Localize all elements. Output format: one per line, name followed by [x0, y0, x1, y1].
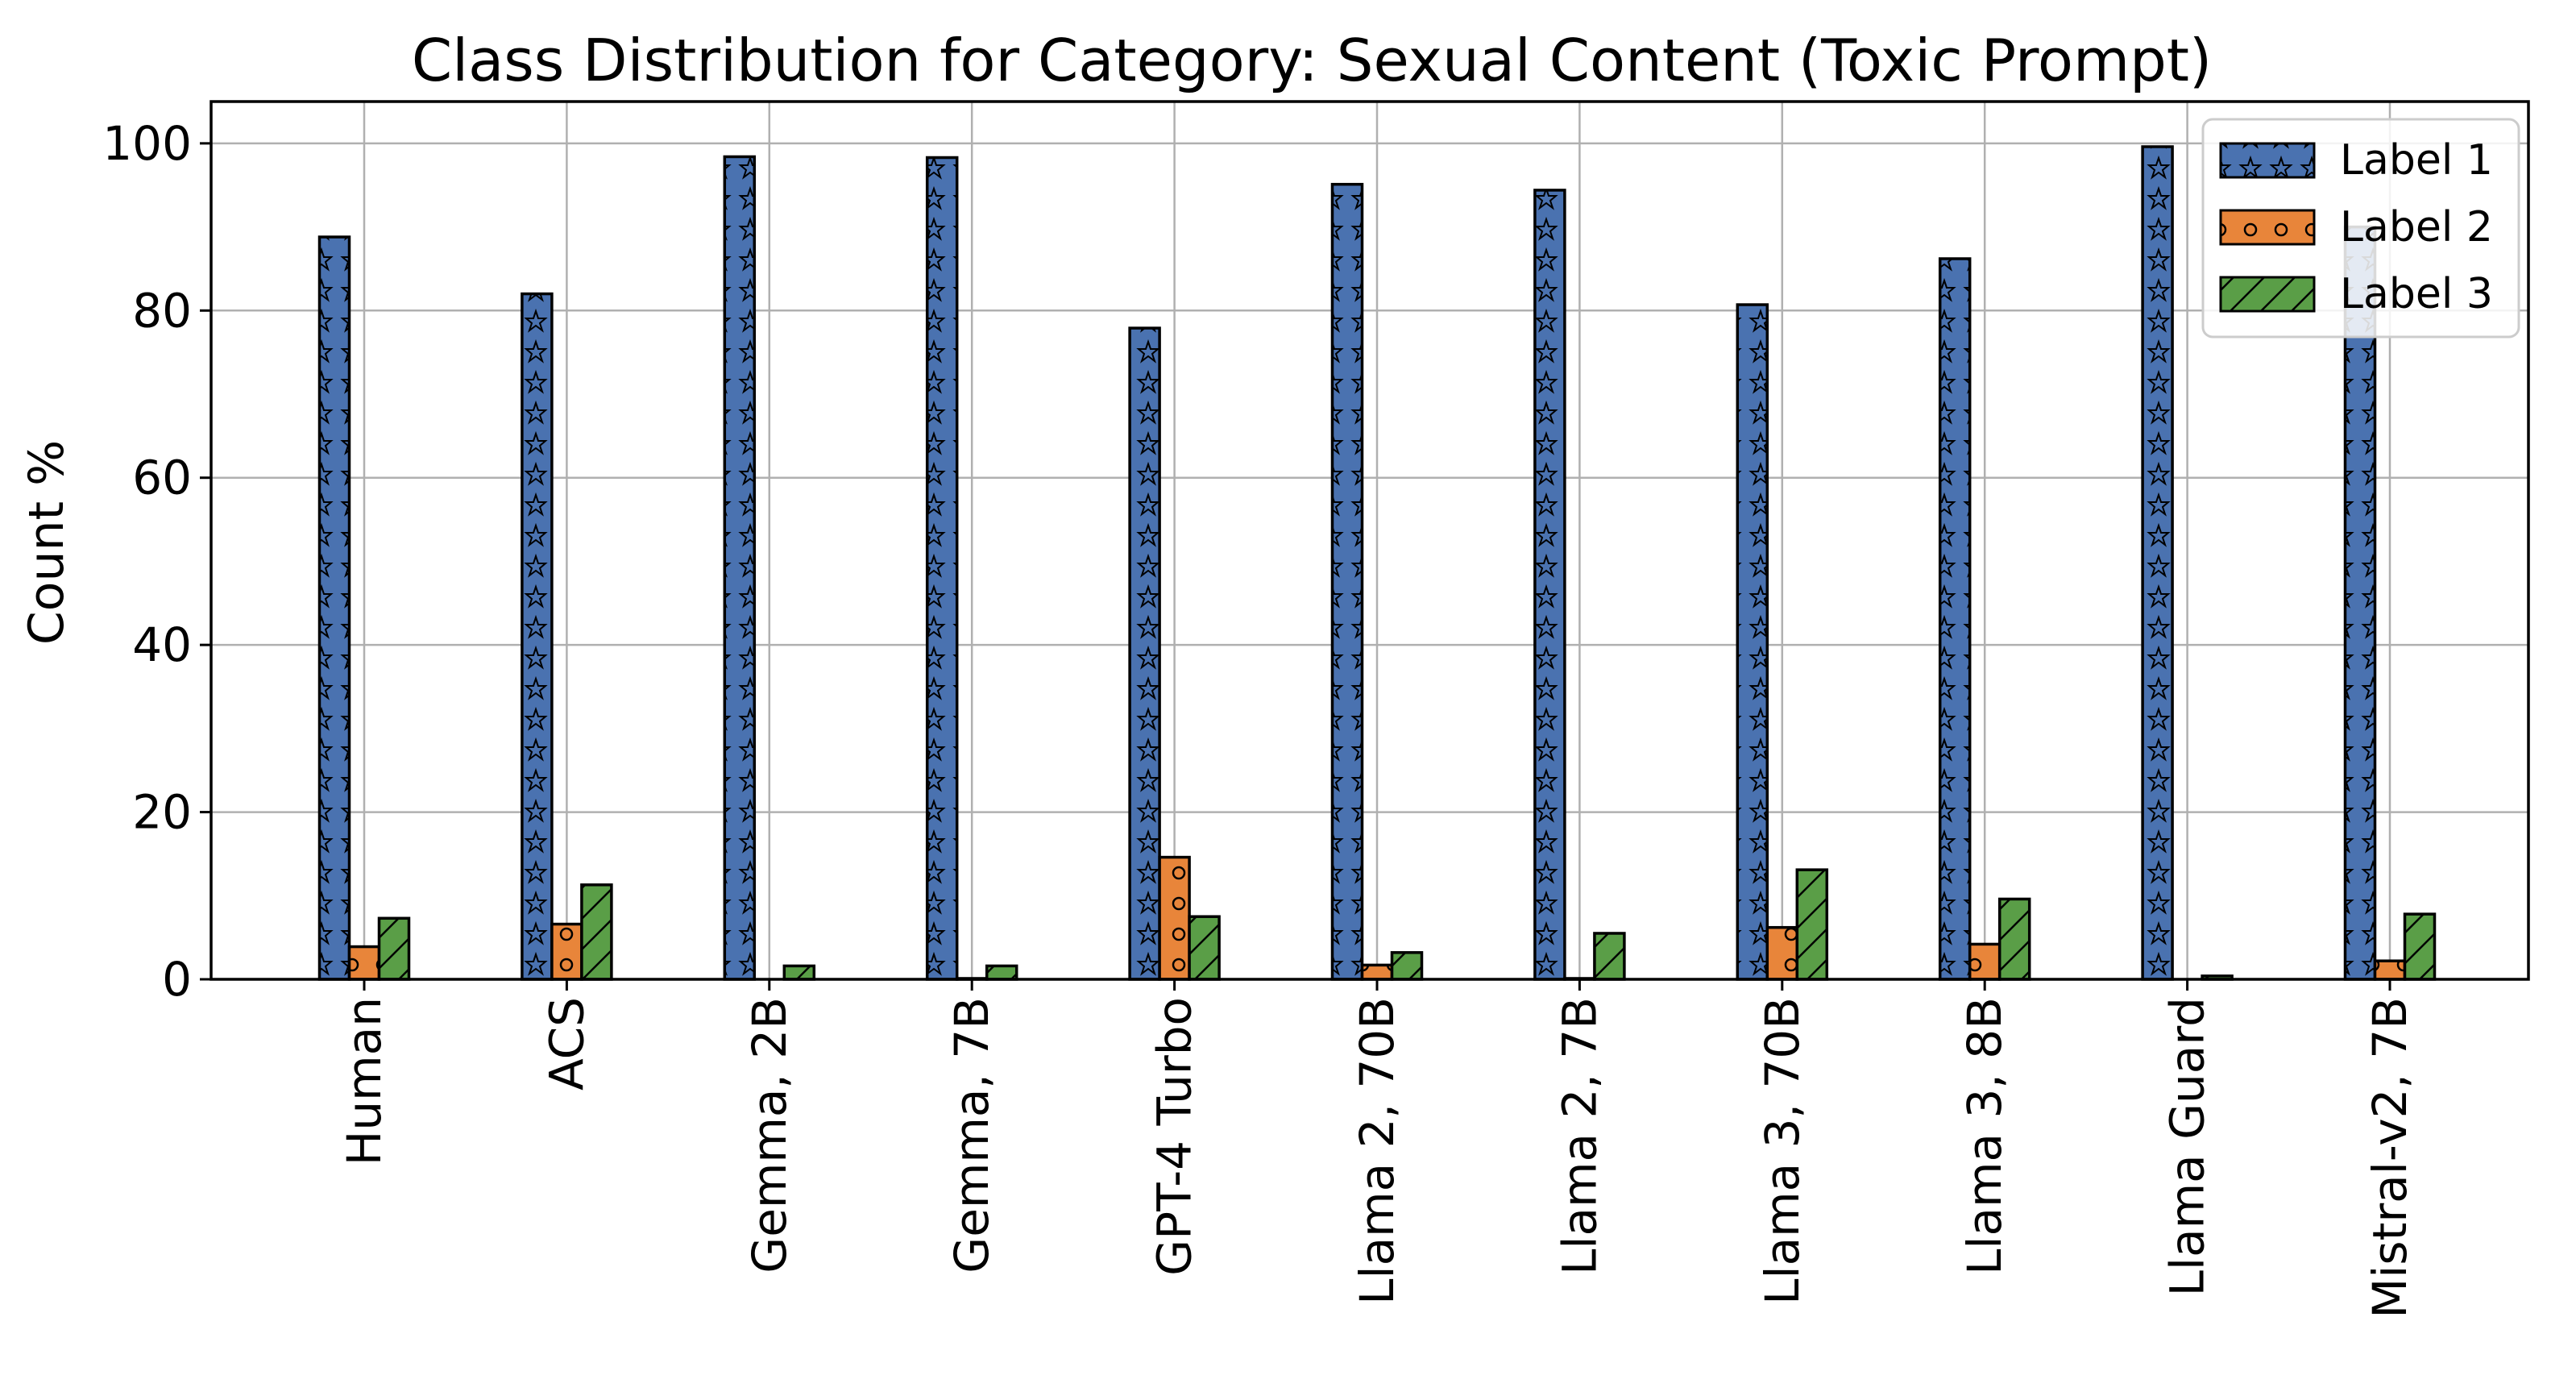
- y-tick-label: 80: [132, 283, 192, 338]
- legend-swatch: [2219, 276, 2316, 313]
- y-tick-label: 20: [132, 785, 192, 840]
- x-tick-label: Llama 2, 70B: [1350, 997, 1404, 1305]
- bar-label-3: [2403, 912, 2437, 981]
- bar-label-1: [1736, 303, 1769, 981]
- bar-label-3: [1390, 951, 1424, 981]
- x-tick-label: GPT-4 Turbo: [1147, 997, 1202, 1276]
- bar-label-2: [1360, 963, 1394, 981]
- chart-title: Class Distribution for Category: Sexual …: [412, 27, 2212, 94]
- legend-swatch: [2219, 209, 2316, 246]
- x-tick-label: ACS: [539, 997, 594, 1091]
- x-tick-label: Llama 3, 70B: [1755, 997, 1810, 1305]
- bar-label-1: [925, 156, 959, 981]
- bar-label-2: [550, 922, 583, 981]
- y-axis-label: Count %: [19, 440, 75, 645]
- x-tick-label: Gemma, 7B: [944, 997, 999, 1273]
- bar-label-2: [1158, 855, 1191, 981]
- axes: [200, 100, 2530, 991]
- bar-label-2: [347, 945, 381, 981]
- bar-label-1: [521, 292, 554, 981]
- x-tick-label: Human: [337, 997, 392, 1165]
- bar-label-1: [1938, 257, 1972, 981]
- bar-label-3: [782, 964, 816, 981]
- x-tick-label: Gemma, 2B: [742, 997, 797, 1273]
- bar-label-2: [1765, 925, 1799, 981]
- bar-label-3: [1593, 932, 1626, 981]
- bar-label-1: [1128, 326, 1161, 981]
- bar-label-3: [1795, 868, 1829, 981]
- bar-label-1: [317, 235, 351, 981]
- bar-label-2: [2373, 959, 2407, 981]
- y-tick-label: 100: [102, 116, 192, 171]
- plot-frame: [209, 100, 2530, 981]
- legend-swatch: [2219, 142, 2316, 179]
- legend-label: Label 2: [2340, 203, 2493, 251]
- bar-label-1: [2343, 225, 2377, 981]
- y-tick-label: 60: [132, 451, 192, 505]
- y-tick-label: 0: [162, 952, 192, 1007]
- x-tick-label: Llama 3, 8B: [1957, 997, 2012, 1275]
- legend: Label 1 Label 2 Label 3: [2201, 118, 2520, 339]
- x-tick-label: Mistral-v2, 7B: [2362, 997, 2417, 1319]
- bar-label-3: [1188, 915, 1221, 981]
- tick-labels: 0 20 40 60 80 100 Human ACS Gemma, 2B Gemma, 7B GP…: [102, 116, 2417, 1319]
- bar-label-1: [723, 155, 757, 981]
- legend-label: Label 3: [2340, 270, 2493, 318]
- bar-label-3: [985, 964, 1018, 981]
- bar-label-1: [1330, 182, 1364, 981]
- grid-lines: [211, 102, 2528, 981]
- bar-label-3: [580, 883, 613, 981]
- x-tick-label: Llama Guard: [2160, 997, 2215, 1296]
- bar-label-3: [1997, 897, 2031, 981]
- bar-label-1: [1533, 189, 1566, 981]
- y-tick-label: 40: [132, 617, 192, 672]
- x-tick-label: Llama 2, 7B: [1552, 997, 1607, 1275]
- bar-label-3: [377, 916, 411, 981]
- bar-label-2: [1968, 942, 2001, 981]
- legend-label: Label 1: [2340, 136, 2493, 185]
- bar-label-1: [2141, 145, 2174, 981]
